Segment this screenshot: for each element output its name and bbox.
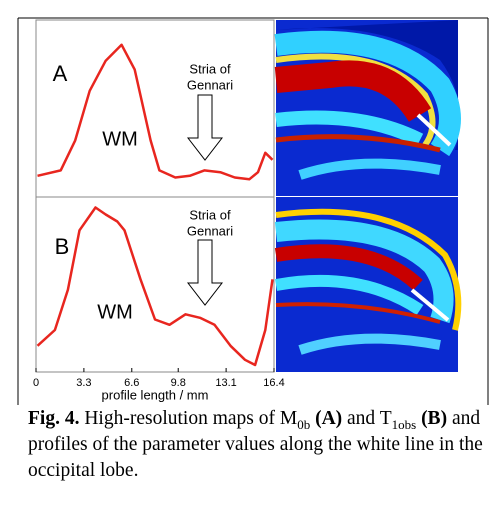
caption-text: and T — [347, 408, 392, 429]
caption-ref: (A) — [315, 408, 343, 429]
annotation: Gennari — [187, 223, 233, 238]
x-tick-label: 6.6 — [124, 377, 139, 389]
x-tick-label: 0 — [33, 377, 39, 389]
caption-sub: 0b — [297, 416, 311, 432]
caption-sub: 1obs — [391, 416, 417, 432]
caption-text: and profiles of the parameter values alo… — [28, 408, 483, 481]
mri-image — [274, 20, 461, 196]
caption-ref: (B) — [421, 408, 448, 429]
annotation: Stria of — [189, 207, 231, 222]
plot-frame — [35, 196, 275, 373]
x-axis-label: profile length / mm — [102, 387, 209, 402]
x-tick-label: 16.4 — [263, 377, 284, 389]
profile-line — [37, 43, 274, 181]
caption-text: High-resolution maps of M — [84, 408, 298, 429]
plot-frame — [35, 19, 275, 198]
annotation: Stria of — [189, 61, 231, 76]
caption: Fig. 4. High-resolution maps of M0b (A) … — [28, 406, 483, 484]
arrow — [186, 94, 224, 161]
arrow — [186, 239, 224, 306]
mri-image — [274, 197, 462, 372]
profile-line — [36, 206, 274, 367]
panel-label: B — [55, 234, 70, 259]
annotation: WM — [102, 128, 138, 150]
x-tick-label: 13.1 — [215, 377, 236, 389]
panel-label: A — [53, 61, 68, 86]
annotation: Gennari — [187, 77, 233, 92]
x-tick-label: 3.3 — [76, 377, 91, 389]
x-tick-label: 9.8 — [171, 377, 186, 389]
annotation: WM — [97, 301, 133, 323]
caption-label: Fig. 4. — [28, 408, 80, 429]
